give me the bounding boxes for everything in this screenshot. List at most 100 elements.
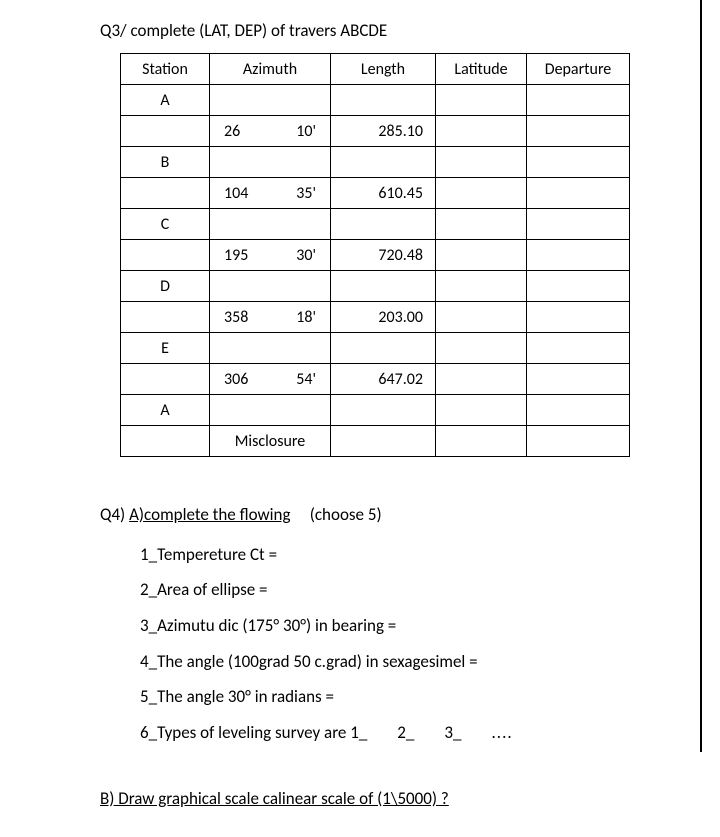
cell-latitude <box>436 85 527 116</box>
header-azimuth: Azimuth <box>210 54 331 85</box>
cell-azimuth: 306 54' <box>210 364 331 395</box>
cell-station: A <box>121 85 210 116</box>
table-row: 195 30' 720.48 <box>121 240 630 271</box>
az-deg: 195 <box>224 246 248 265</box>
cell-station <box>121 426 210 457</box>
q4-part-b: B) Draw graphical scale calinear scale o… <box>100 781 680 817</box>
cell-misclosure: Misclosure <box>210 426 331 457</box>
cell-latitude <box>436 147 527 178</box>
cell-departure <box>527 426 630 457</box>
cell-azimuth <box>210 147 331 178</box>
len-val: 720.48 <box>339 246 427 265</box>
q4-item-4: 4_The angle (100grad 50 c.grad) in sexag… <box>100 644 680 680</box>
cell-length <box>331 85 436 116</box>
header-latitude: Latitude <box>436 54 527 85</box>
az-min: 18' <box>296 308 316 327</box>
cell-length <box>331 333 436 364</box>
cell-azimuth <box>210 85 331 116</box>
table-row: D <box>121 271 630 302</box>
az-min: 54' <box>296 370 316 389</box>
table-row: B <box>121 147 630 178</box>
q4-item-5: 5_The angle 30° in radians = <box>100 679 680 715</box>
cell-departure <box>527 240 630 271</box>
cell-station: E <box>121 333 210 364</box>
q4-item-6-2: 2_ <box>397 722 414 743</box>
cell-latitude <box>436 178 527 209</box>
table-row: C <box>121 209 630 240</box>
cell-latitude <box>436 364 527 395</box>
table-row: 26 10' 285.10 <box>121 116 630 147</box>
az-min: 10' <box>296 122 316 141</box>
cell-latitude <box>436 302 527 333</box>
q4-heading: Q4) A)complete the flowing (choose 5) <box>100 497 680 533</box>
q4-item-6-prefix: 6_Types of leveling survey are 1_ <box>140 722 367 743</box>
table-row: 306 54' 647.02 <box>121 364 630 395</box>
cell-latitude <box>436 333 527 364</box>
table-row-misclosure: Misclosure <box>121 426 630 457</box>
cell-azimuth <box>210 333 331 364</box>
az-deg: 26 <box>224 122 240 141</box>
header-station: Station <box>121 54 210 85</box>
cell-departure <box>527 302 630 333</box>
q4-item-6: 6_Types of leveling survey are 1_ 2_ 3_...… <box>100 715 680 751</box>
table-row: A <box>121 85 630 116</box>
cell-departure <box>527 395 630 426</box>
cell-latitude <box>436 209 527 240</box>
cell-length: 647.02 <box>331 364 436 395</box>
cell-azimuth <box>210 271 331 302</box>
az-deg: 306 <box>224 370 248 389</box>
cell-departure <box>527 333 630 364</box>
cell-latitude <box>436 426 527 457</box>
cell-azimuth: 26 10' <box>210 116 331 147</box>
len-val: 610.45 <box>339 184 427 203</box>
cell-length: 610.45 <box>331 178 436 209</box>
cell-azimuth: 195 30' <box>210 240 331 271</box>
cell-length: 720.48 <box>331 240 436 271</box>
cell-departure <box>527 85 630 116</box>
header-length: Length <box>331 54 436 85</box>
cell-departure <box>527 147 630 178</box>
cell-latitude <box>436 240 527 271</box>
header-departure: Departure <box>527 54 630 85</box>
table-row: 104 35' 610.45 <box>121 178 630 209</box>
az-deg: 104 <box>224 184 248 203</box>
cell-departure <box>527 209 630 240</box>
travers-table: Station Azimuth Length Latitude Departur… <box>120 53 630 457</box>
q4-item-6-dots: .... <box>491 722 512 743</box>
cell-departure <box>527 116 630 147</box>
page-content: Q3/ complete (LAT, DEP) of travers ABCDE… <box>0 0 720 837</box>
table-row: E <box>121 333 630 364</box>
az-min: 35' <box>296 184 316 203</box>
q4-prefix: Q4) <box>100 504 129 525</box>
cell-departure <box>527 271 630 302</box>
cell-station <box>121 364 210 395</box>
cell-length: 203.00 <box>331 302 436 333</box>
cell-length: 285.10 <box>331 116 436 147</box>
cell-station <box>121 240 210 271</box>
table-row: A <box>121 395 630 426</box>
len-val: 203.00 <box>339 308 427 327</box>
cell-length <box>331 271 436 302</box>
cell-station: C <box>121 209 210 240</box>
len-val: 647.02 <box>339 370 427 389</box>
table-row: 358 18' 203.00 <box>121 302 630 333</box>
az-min: 30' <box>296 246 316 265</box>
cell-length <box>331 395 436 426</box>
q4-item-6-3: 3_ <box>444 722 461 743</box>
len-val: 285.10 <box>339 122 427 141</box>
az-deg: 358 <box>224 308 248 327</box>
cell-station <box>121 178 210 209</box>
cell-station: D <box>121 271 210 302</box>
cell-departure <box>527 178 630 209</box>
cell-length <box>331 147 436 178</box>
cell-station <box>121 116 210 147</box>
cell-station: A <box>121 395 210 426</box>
cell-station <box>121 302 210 333</box>
table-header-row: Station Azimuth Length Latitude Departur… <box>121 54 630 85</box>
cell-azimuth <box>210 395 331 426</box>
cell-length <box>331 426 436 457</box>
cell-station: B <box>121 147 210 178</box>
cell-azimuth: 104 35' <box>210 178 331 209</box>
cell-departure <box>527 364 630 395</box>
cell-length <box>331 209 436 240</box>
